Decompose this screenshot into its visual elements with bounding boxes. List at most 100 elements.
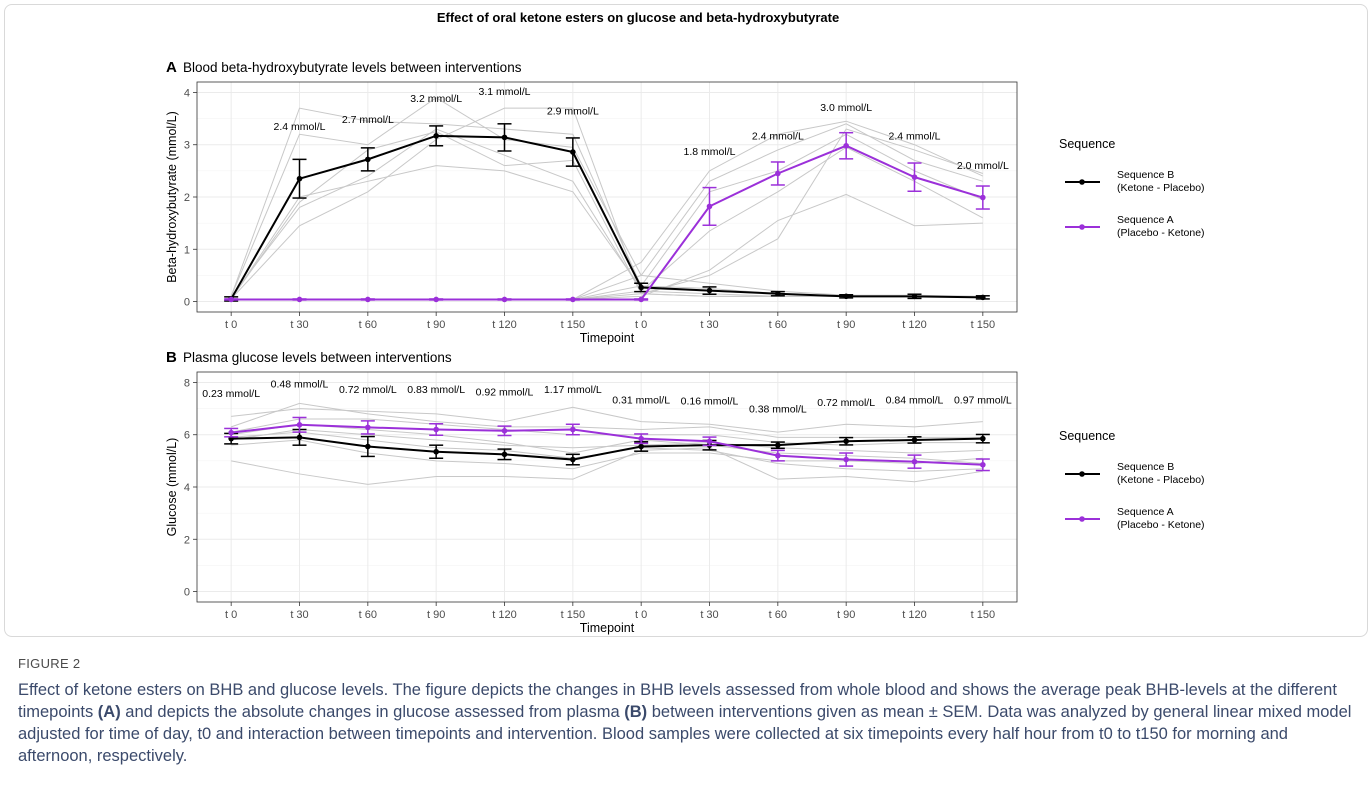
data-point: [228, 429, 234, 436]
data-point: [570, 456, 576, 463]
annotation-label: 1.8 mmol/L: [684, 146, 736, 158]
data-point: [706, 287, 713, 294]
data-point: [775, 290, 781, 297]
data-point: [296, 296, 303, 303]
x-tick-label: t 90: [427, 319, 445, 331]
panel-title: Blood beta-hydroxybutyrate levels betwee…: [183, 60, 522, 75]
x-tick-label: t 60: [769, 609, 787, 621]
legend: Sequence Sequence B(Ketone - Placebo) Sequ…: [1059, 429, 1205, 531]
legend-title: Sequence: [1059, 429, 1115, 443]
annotation-label: 0.83 mmol/L: [407, 384, 465, 396]
annotation-label: 2.7 mmol/L: [342, 114, 394, 126]
series-line: [230, 134, 983, 300]
legend-entry-label: Sequence B: [1117, 461, 1174, 473]
data-point: [501, 134, 508, 141]
data-point: [638, 435, 644, 442]
annotation-label: 0.31 mmol/L: [612, 394, 670, 406]
legend-entry-label: Sequence A: [1117, 214, 1174, 226]
caption-ref-b: (B): [624, 703, 648, 721]
data-point: [843, 456, 849, 463]
legend-key-point: [1079, 471, 1085, 477]
annotation-label: 0.84 mmol/L: [886, 394, 944, 406]
x-tick-label: t 0: [635, 609, 647, 621]
series-line: [231, 423, 983, 466]
x-tick-label: t 60: [359, 609, 377, 621]
series-sequence-a: [224, 131, 990, 303]
x-tick-label: t 60: [359, 319, 377, 331]
panel-a: A Blood beta-hydroxybutyrate levels betwe…: [165, 59, 1205, 345]
figure-label: FIGURE 2: [18, 656, 81, 671]
series-line: [231, 436, 983, 461]
y-tick-label: 4: [184, 482, 190, 494]
annotation-label: 0.97 mmol/L: [954, 394, 1012, 406]
panel-b: B Plasma glucose levels between intervent…: [165, 349, 1205, 635]
panel-letter: A: [166, 59, 177, 76]
legend-entry-label: Sequence B: [1117, 169, 1174, 181]
panel-title: Plasma glucose levels between interventi…: [183, 350, 452, 365]
series-sequence-b: [224, 123, 990, 302]
annotation-label: 0.72 mmol/L: [817, 397, 875, 409]
x-tick-label: t 90: [837, 319, 855, 331]
figure-chart: Effect of oral ketone esters on glucose …: [165, 10, 1205, 635]
data-point: [501, 296, 508, 303]
data-point: [843, 438, 849, 445]
caption-part-1: Effect of ketone esters on BHB and gluco…: [18, 681, 1337, 721]
data-point: [570, 296, 576, 303]
series-sequence-b: [224, 428, 990, 466]
individual-line: [231, 402, 983, 438]
individual-line: [231, 447, 983, 485]
data-point: [433, 296, 439, 303]
annotation-label: 0.92 mmol/L: [476, 387, 534, 399]
legend-entry-label: (Placebo - Ketone): [1117, 519, 1205, 531]
data-point: [296, 421, 303, 428]
caption-ref-a: (A): [97, 703, 121, 721]
data-point: [365, 424, 371, 431]
data-point: [980, 435, 986, 442]
annotation-label: 1.17 mmol/L: [544, 384, 602, 396]
series-sequence-a: [224, 416, 990, 472]
data-point: [911, 437, 918, 443]
data-point: [433, 426, 439, 433]
x-tick-label: t 0: [225, 609, 237, 621]
annotation-label: 0.16 mmol/L: [681, 396, 739, 408]
data-point: [228, 296, 234, 303]
data-point: [911, 293, 918, 300]
x-tick-label: t 150: [971, 609, 995, 621]
y-axis-title: Glucose (mmol/L): [165, 438, 179, 537]
annotation-label: 2.4 mmol/L: [752, 131, 804, 143]
legend-entry-label: (Ketone - Placebo): [1117, 182, 1205, 194]
data-point: [980, 461, 986, 468]
y-tick-label: 1: [184, 244, 190, 256]
data-point: [365, 296, 371, 303]
legend-title: Sequence: [1059, 137, 1115, 151]
figure-title: Effect of oral ketone esters on glucose …: [437, 10, 839, 25]
x-tick-label: t 0: [635, 319, 647, 331]
data-point: [638, 296, 644, 303]
annotation-label: 3.2 mmol/L: [410, 93, 462, 105]
annotation-label: 3.0 mmol/L: [820, 102, 872, 114]
legend-key-point: [1079, 516, 1085, 522]
data-point: [980, 194, 986, 201]
legend: Sequence Sequence B(Ketone - Placebo) Sequ…: [1059, 137, 1205, 239]
x-tick-label: t 150: [561, 319, 585, 331]
x-tick-label: t 150: [561, 609, 585, 621]
y-tick-label: 2: [184, 192, 190, 204]
x-axis-title: Timepoint: [580, 621, 635, 635]
x-tick-label: t 0: [225, 319, 237, 331]
legend-entry-label: (Ketone - Placebo): [1117, 474, 1205, 486]
x-tick-label: t 30: [290, 609, 308, 621]
data-point: [433, 448, 439, 455]
data-point: [638, 284, 644, 291]
annotation-label: 0.72 mmol/L: [339, 384, 397, 396]
individual-line: [231, 423, 983, 464]
x-tick-label: t 30: [700, 319, 718, 331]
x-tick-label: t 90: [427, 609, 445, 621]
x-tick-label: t 30: [290, 319, 308, 331]
individual-line: [231, 406, 983, 433]
annotation-label: 2.0 mmol/L: [957, 160, 1009, 172]
x-tick-label: t 120: [902, 319, 926, 331]
annotation-label: 2.4 mmol/L: [889, 131, 941, 143]
x-tick-label: t 120: [492, 609, 516, 621]
caption-part-3: between interventions given as mean ± SE…: [18, 703, 1352, 765]
data-point: [433, 133, 439, 139]
